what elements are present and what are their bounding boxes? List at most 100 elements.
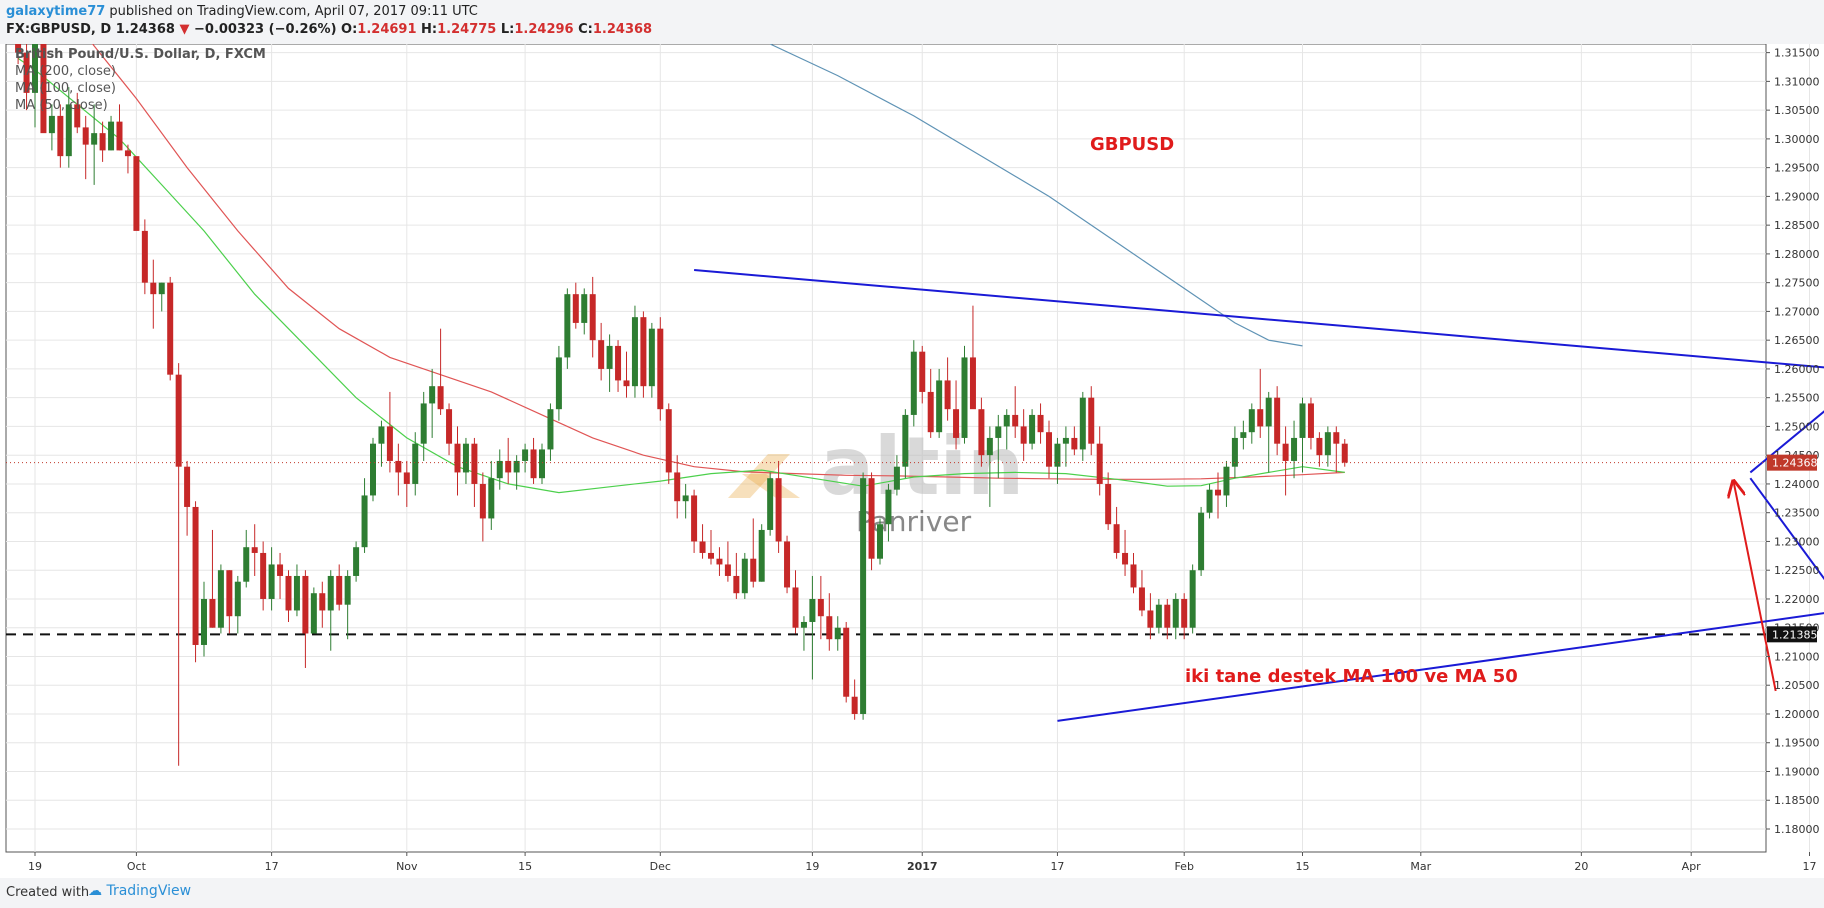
candle: [1291, 420, 1298, 479]
candle: [733, 552, 740, 599]
candle-body: [108, 121, 115, 151]
tradingview-link[interactable]: ☁ TradingView: [88, 883, 191, 899]
candle: [446, 403, 453, 456]
candle: [420, 391, 427, 461]
x-tick-label: 20: [1574, 860, 1588, 873]
high-value: 1.24775: [437, 22, 497, 37]
candle: [302, 570, 309, 668]
candle-body: [902, 414, 909, 467]
candle: [319, 581, 326, 628]
candle-body: [133, 156, 140, 231]
candle-body: [260, 552, 267, 599]
candle-body: [716, 558, 723, 565]
candle: [403, 460, 410, 507]
candle-body: [674, 472, 681, 502]
candle: [386, 391, 393, 473]
candle: [555, 345, 562, 421]
price-chart[interactable]: altin Panriver 1.31500 1.31000 1.30500 1.30…: [0, 44, 1824, 878]
candle: [488, 460, 495, 530]
candle: [74, 92, 81, 134]
candle: [758, 524, 765, 582]
candle: [572, 282, 579, 329]
candle-body: [843, 627, 850, 697]
candle-body: [1198, 512, 1205, 571]
candle-body: [995, 426, 1002, 438]
candle: [682, 483, 689, 519]
axes: 1.31500 1.31000 1.30500 1.30000 1.29500 1.290…: [28, 47, 1820, 873]
candle-body: [953, 409, 960, 438]
candle-body: [1088, 397, 1095, 444]
candle-body: [699, 541, 706, 553]
candle: [615, 340, 622, 392]
candle: [953, 380, 960, 450]
candle: [1071, 426, 1078, 456]
candle-body: [1231, 437, 1238, 467]
candle-body: [691, 495, 698, 542]
candle-body: [522, 449, 529, 461]
down-triangle-icon: ▼: [179, 22, 190, 37]
candle-body: [978, 409, 985, 456]
candle: [217, 564, 224, 634]
candle-body: [1316, 437, 1323, 456]
candle-body: [1003, 414, 1010, 427]
candle: [851, 679, 858, 720]
candle-body: [361, 495, 368, 548]
candle: [877, 518, 883, 565]
candle-body: [784, 541, 791, 588]
candle-body: [226, 570, 233, 617]
legend-title: British Pound/U.S. Dollar, D, FXCM: [15, 47, 266, 62]
candle-body: [589, 294, 596, 341]
candle: [640, 311, 647, 398]
candle: [986, 426, 993, 507]
candle-body: [665, 409, 672, 473]
candle-body: [57, 115, 64, 157]
author-link[interactable]: galaxytime77: [6, 4, 106, 19]
ohlc-readout: FX:GBPUSD, D 1.24368 ▼ −0.00323 (−0.26%)…: [6, 22, 652, 37]
x-tick-label: 15: [518, 860, 532, 873]
candle-body: [792, 587, 799, 628]
candle: [969, 305, 976, 410]
y-tick-label: 1.29000: [1774, 190, 1820, 203]
price-tag-support: [1767, 626, 1817, 643]
candle: [1054, 437, 1061, 484]
candle: [631, 305, 638, 398]
candle: [293, 564, 300, 617]
candle-body: [750, 558, 757, 582]
candle-body: [817, 598, 824, 617]
candle-body: [192, 506, 199, 645]
ma200-line: [769, 44, 1303, 347]
candle-body: [420, 403, 427, 444]
candle: [175, 363, 182, 766]
candle-body: [564, 294, 571, 358]
candle-body: [1029, 414, 1036, 444]
high-label: H:: [421, 22, 438, 37]
candle: [860, 472, 867, 720]
price-tag-current: [1767, 454, 1817, 471]
candle-body: [800, 621, 807, 628]
candle: [623, 351, 630, 398]
candle-body: [412, 443, 419, 484]
y-tick-label: 1.30500: [1774, 104, 1820, 117]
publish-info: galaxytime77 published on TradingView.co…: [6, 4, 478, 19]
candle: [843, 621, 850, 703]
legend-ma100[interactable]: MA (100, close): [15, 81, 116, 96]
candle: [708, 529, 714, 565]
legend-ma50[interactable]: MA (50, close): [15, 98, 108, 113]
candle: [234, 575, 241, 634]
candle: [167, 276, 174, 381]
candle-body: [403, 472, 410, 484]
candle: [1257, 368, 1264, 438]
symbol-label: FX:GBPUSD, D: [6, 22, 112, 37]
candle-body: [1164, 604, 1171, 628]
x-tick-label: 19: [28, 860, 42, 873]
candle-body: [40, 44, 47, 134]
candle-body: [344, 575, 351, 605]
watermark-text: altin: [820, 420, 1024, 513]
candle: [522, 443, 529, 473]
candle-body: [1189, 570, 1196, 628]
candle: [1122, 529, 1129, 576]
candle: [657, 317, 664, 421]
candle: [826, 593, 833, 651]
legend-ma200[interactable]: MA (200, close): [15, 64, 116, 79]
x-tick-label: Apr: [1682, 860, 1702, 873]
